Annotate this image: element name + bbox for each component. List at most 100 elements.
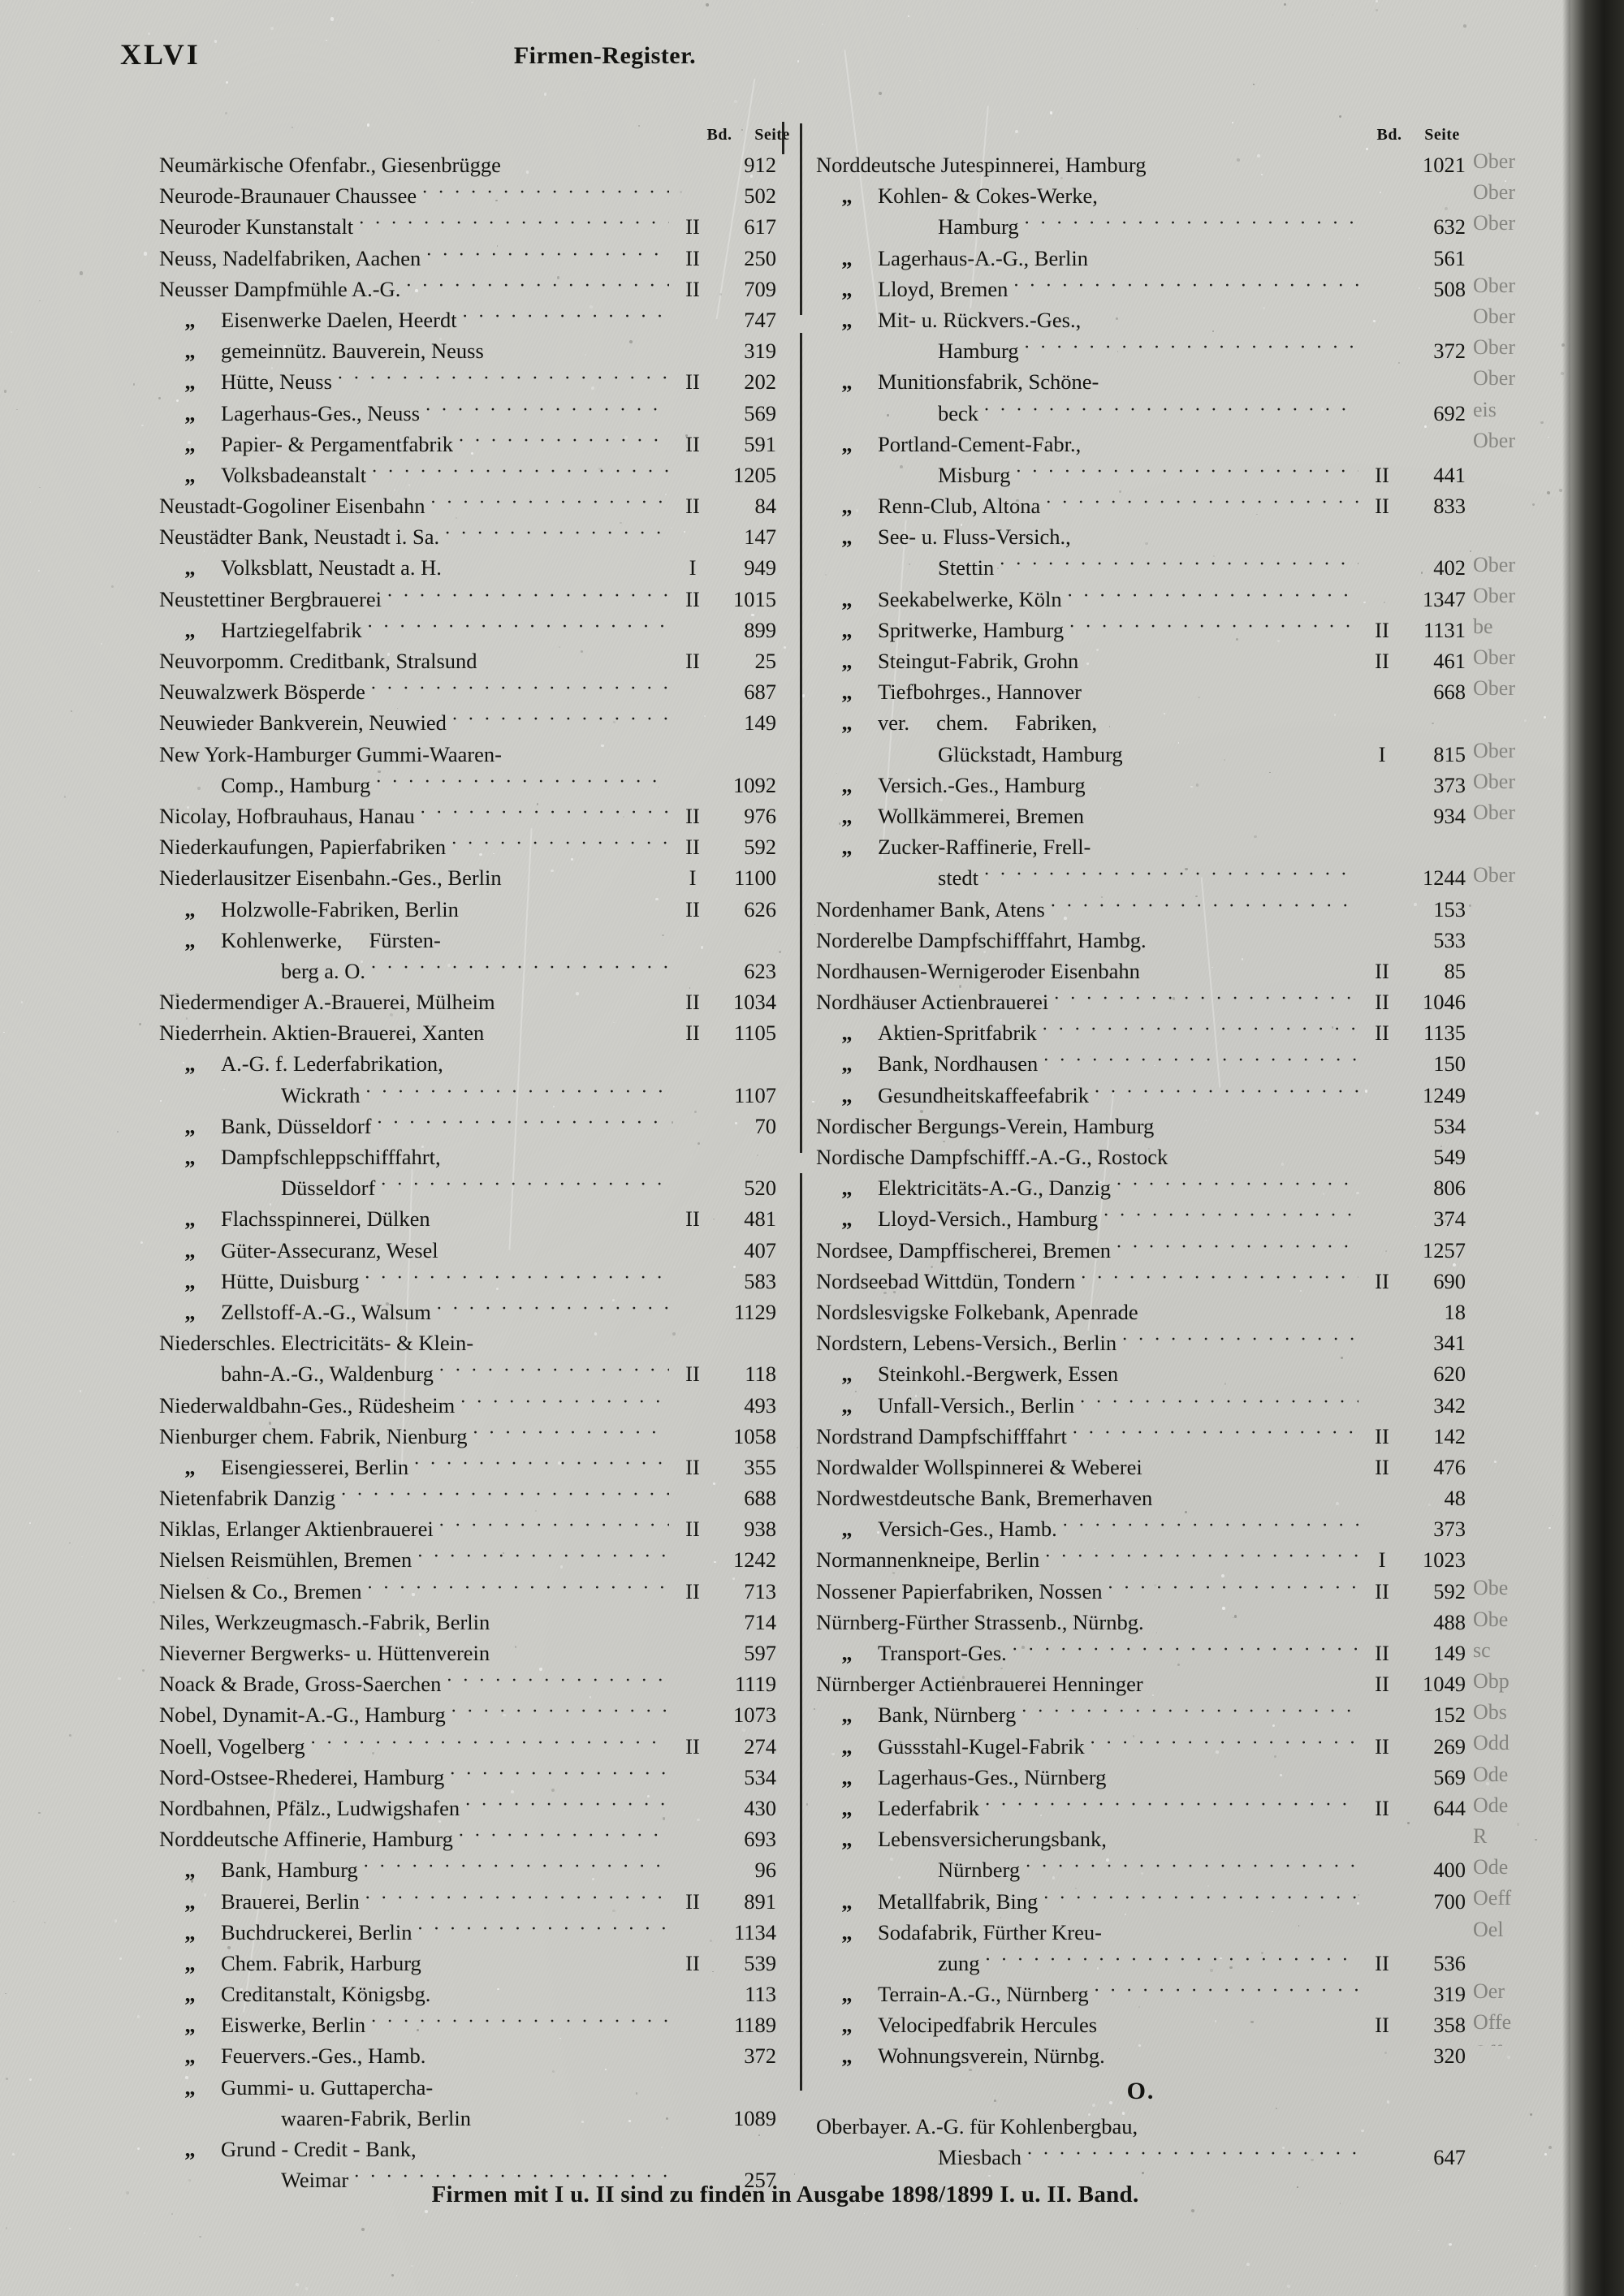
index-entry[interactable]: Niederrhein. Aktien-Brauerei, Xanten II 11… (159, 1017, 776, 1048)
index-entry[interactable]: „ Volksblatt, Neustadt a. H. I 949 (159, 552, 776, 583)
index-entry[interactable]: „ Gesundheitskaffeefabrik · · · · · · · · … (816, 1080, 1466, 1111)
index-entry[interactable]: Nobel, Dynamit-A.-G., Hamburg · · · · · ·… (159, 1699, 776, 1730)
index-entry[interactable]: Nielsen & Co., Bremen · · · · · · · · · ·… (159, 1576, 776, 1607)
index-entry[interactable]: „ Buchdruckerei, Berlin · · · · · · · · · … (159, 1917, 776, 1948)
index-entry[interactable]: „ Gummi- u. Guttapercha- (159, 2072, 776, 2103)
index-entry[interactable]: Niedermendiger A.-Brauerei, Mülheim II 103… (159, 986, 776, 1017)
index-entry[interactable]: Norderelbe Dampfschifffahrt, Hambg. 533 (816, 925, 1466, 956)
index-entry[interactable]: „ Spritwerke, Hamburg · · · · · · · · · · … (816, 615, 1466, 645)
index-entry[interactable]: „ Tiefbohrges., Hannover 668 (816, 676, 1466, 707)
index-entry[interactable]: Neuwalzwerk Bösperde · · · · · · · · · · … (159, 676, 776, 707)
index-entry[interactable]: Niederkaufungen, Papierfabriken · · · · ·… (159, 831, 776, 862)
index-entry[interactable]: „ Transport-Ges. · · · · · · · · · · · · ·… (816, 1638, 1466, 1668)
index-entry[interactable]: waaren-Fabrik, Berlin 1089 (159, 2103, 776, 2134)
index-entry[interactable]: Nietenfabrik Danzig · · · · · · · · · · ·… (159, 1482, 776, 1513)
index-entry[interactable]: „ Eisenwerke Daelen, Heerdt · · · · · · · … (159, 304, 776, 335)
index-entry[interactable]: „ Dampfschleppschifffahrt, (159, 1142, 776, 1172)
index-entry[interactable]: Nürnberg-Fürther Strassenb., Nürnbg. 488 (816, 1607, 1466, 1638)
index-entry[interactable]: Nordstern, Lebens-Versich., Berlin · · · … (816, 1327, 1466, 1358)
index-entry[interactable]: Nürnberg · · · · · · · · · · · · · · · · … (816, 1854, 1466, 1885)
index-entry[interactable]: Hamburg · · · · · · · · · · · · · · · · ·… (816, 211, 1466, 242)
index-entry[interactable]: Nordenhamer Bank, Atens · · · · · · · · ·… (816, 894, 1466, 925)
index-entry[interactable]: Nordische Dampfschifff.-A.-G., Rostock 54… (816, 1142, 1466, 1172)
index-entry[interactable]: „ Seekabelwerke, Köln · · · · · · · · · · … (816, 584, 1466, 615)
index-entry[interactable]: „ Lederfabrik · · · · · · · · · · · · · · … (816, 1793, 1466, 1823)
index-entry[interactable]: „ Papier- & Pergamentfabrik · · · · · · · … (159, 429, 776, 460)
index-entry[interactable]: „ Aktien-Spritfabrik · · · · · · · · · · ·… (816, 1017, 1466, 1048)
index-entry[interactable]: „ Kohlen- & Cokes-Werke, (816, 180, 1466, 211)
index-entry[interactable]: Neuss, Nadelfabriken, Aachen · · · · · · … (159, 243, 776, 274)
index-entry[interactable]: Nordischer Bergungs-Verein, Hamburg 534 (816, 1111, 1466, 1142)
index-entry[interactable]: beck · · · · · · · · · · · · · · · · · · … (816, 398, 1466, 429)
index-entry[interactable]: Nielsen Reismühlen, Bremen · · · · · · · … (159, 1544, 776, 1575)
index-entry[interactable]: Misburg · · · · · · · · · · · · · · · · ·… (816, 460, 1466, 490)
index-entry[interactable]: Neustettiner Bergbrauerei · · · · · · · ·… (159, 584, 776, 615)
index-entry[interactable]: Neumärkische Ofenfabr., Giesenbrügge 912 (159, 149, 776, 180)
index-entry[interactable]: Niles, Werkzeugmasch.-Fabrik, Berlin 714 (159, 1607, 776, 1638)
index-entry[interactable]: „ See- u. Fluss-Versich., (816, 521, 1466, 552)
index-entry[interactable]: Norddeutsche Affinerie, Hamburg · · · · ·… (159, 1823, 776, 1854)
index-entry[interactable]: Nordstrand Dampfschifffahrt · · · · · · ·… (816, 1421, 1466, 1452)
index-entry[interactable]: „ Holzwolle-Fabriken, Berlin II 626 (159, 894, 776, 925)
index-entry[interactable]: Weimar · · · · · · · · · · · · · · · · · … (159, 2164, 776, 2195)
index-entry[interactable]: „ Lloyd, Bremen · · · · · · · · · · · · · … (816, 274, 1466, 304)
index-entry[interactable]: „ Brauerei, Berlin · · · · · · · · · · · ·… (159, 1886, 776, 1917)
index-entry[interactable]: berg a. O. · · · · · · · · · · · · · · · … (159, 956, 776, 986)
index-entry[interactable]: Normannenkneipe, Berlin · · · · · · · · ·… (816, 1544, 1466, 1575)
index-entry[interactable]: „ Velocipedfabrik Hercules II 358 (816, 2009, 1466, 2040)
index-entry[interactable]: „ Chem. Fabrik, Harburg II 539 (159, 1948, 776, 1979)
index-entry[interactable]: Oberbayer. A.-G. für Kohlenbergbau, (816, 2111, 1466, 2142)
index-entry[interactable]: „ Portland-Cement-Fabr., (816, 429, 1466, 460)
index-entry[interactable]: „ Unfall-Versich., Berlin · · · · · · · · … (816, 1390, 1466, 1421)
index-entry[interactable]: „ Terrain-A.-G., Nürnberg · · · · · · · · … (816, 1979, 1466, 2009)
index-entry[interactable]: „ Bank, Nürnberg · · · · · · · · · · · · ·… (816, 1699, 1466, 1730)
index-entry[interactable]: Glückstadt, Hamburg I 815 (816, 739, 1466, 770)
index-entry[interactable]: „ Munitionsfabrik, Schöne- (816, 366, 1466, 397)
index-entry[interactable]: „ Elektricitäts-A.-G., Danzig · · · · · · … (816, 1172, 1466, 1203)
index-entry[interactable]: Neurode-Braunauer Chaussee · · · · · · · … (159, 180, 776, 211)
index-entry[interactable]: Hamburg · · · · · · · · · · · · · · · · ·… (816, 335, 1466, 366)
index-entry[interactable]: stedt · · · · · · · · · · · · · · · · · ·… (816, 862, 1466, 893)
index-entry[interactable]: „ Hütte, Duisburg · · · · · · · · · · · · … (159, 1266, 776, 1297)
index-entry[interactable]: „ ver. chem. Fabriken, (816, 707, 1466, 738)
index-entry[interactable]: „ Wollkämmerei, Bremen 934 (816, 801, 1466, 831)
index-entry[interactable]: Norddeutsche Jutespinnerei, Hamburg 1021 (816, 149, 1466, 180)
index-entry[interactable]: Nordhäuser Actienbrauerei · · · · · · · ·… (816, 986, 1466, 1017)
index-entry[interactable]: „ Steinkohl.-Bergwerk, Essen 620 (816, 1358, 1466, 1389)
index-entry[interactable]: „ Sodafabrik, Fürther Kreu- (816, 1917, 1466, 1948)
index-entry[interactable]: Miesbach · · · · · · · · · · · · · · · · … (816, 2142, 1466, 2173)
index-entry[interactable]: „ Wohnungsverein, Nürnbg. 320 (816, 2040, 1466, 2071)
index-entry[interactable]: Neuwieder Bankverein, Neuwied · · · · · ·… (159, 707, 776, 738)
index-entry[interactable]: Nordwalder Wollspinnerei & Weberei II 476 (816, 1452, 1466, 1482)
index-entry[interactable]: Nienburger chem. Fabrik, Nienburg · · · ·… (159, 1421, 776, 1452)
index-entry[interactable]: Niederwaldbahn-Ges., Rüdesheim · · · · · … (159, 1390, 776, 1421)
index-entry[interactable]: Niederlausitzer Eisenbahn.-Ges., Berlin I… (159, 862, 776, 893)
index-entry[interactable]: „ Renn-Club, Altona · · · · · · · · · · · … (816, 490, 1466, 521)
index-entry[interactable]: Düsseldorf · · · · · · · · · · · · · · · … (159, 1172, 776, 1203)
index-entry[interactable]: „ Lagerhaus-A.-G., Berlin 561 (816, 243, 1466, 274)
index-entry[interactable]: „ Feuervers.-Ges., Hamb. 372 (159, 2040, 776, 2071)
index-entry[interactable]: „ Grund - Credit - Bank, (159, 2134, 776, 2164)
index-entry[interactable]: „ Steingut-Fabrik, Grohn II 461 (816, 645, 1466, 676)
index-entry[interactable]: Nürnberger Actienbrauerei Henninger II 104… (816, 1668, 1466, 1699)
index-entry[interactable]: Neusser Dampfmühle A.-G. · · · · · · · · … (159, 274, 776, 304)
index-entry[interactable]: Nossener Papierfabriken, Nossen · · · · ·… (816, 1576, 1466, 1607)
index-entry[interactable]: Neuvorpomm. Creditbank, Stralsund II 25 (159, 645, 776, 676)
index-entry[interactable]: „ Volksbadeanstalt · · · · · · · · · · · ·… (159, 460, 776, 490)
index-entry[interactable]: Neustadt-Gogoliner Eisenbahn · · · · · · … (159, 490, 776, 521)
index-entry[interactable]: Nieverner Bergwerks- u. Hüttenverein 597 (159, 1638, 776, 1668)
index-entry[interactable]: Noell, Vogelberg · · · · · · · · · · · · … (159, 1731, 776, 1762)
index-entry[interactable]: „ Gussstahl-Kugel-Fabrik · · · · · · · · ·… (816, 1731, 1466, 1762)
index-entry[interactable]: Comp., Hamburg · · · · · · · · · · · · · … (159, 770, 776, 801)
index-entry[interactable]: „ Eisengiesserei, Berlin · · · · · · · · ·… (159, 1452, 776, 1482)
index-entry[interactable]: „ Zellstoff-A.-G., Walsum · · · · · · · · … (159, 1297, 776, 1327)
index-entry[interactable]: Nordwestdeutsche Bank, Bremerhaven 48 (816, 1482, 1466, 1513)
index-entry[interactable]: „ Bank, Nordhausen · · · · · · · · · · · ·… (816, 1048, 1466, 1079)
index-entry[interactable]: „ Versich.-Ges., Hamburg 373 (816, 770, 1466, 801)
index-entry[interactable]: „ Metallfabrik, Bing · · · · · · · · · · ·… (816, 1886, 1466, 1917)
index-entry[interactable]: „ Zucker-Raffinerie, Frell- (816, 831, 1466, 862)
index-entry[interactable]: Niederschles. Electricitäts- & Klein- (159, 1327, 776, 1358)
index-entry[interactable]: „ Eiswerke, Berlin · · · · · · · · · · · ·… (159, 2009, 776, 2040)
index-entry[interactable]: Nordsee, Dampffischerei, Bremen · · · · ·… (816, 1235, 1466, 1266)
index-entry[interactable]: Nordhausen-Wernigeroder Eisenbahn II 85 (816, 956, 1466, 986)
